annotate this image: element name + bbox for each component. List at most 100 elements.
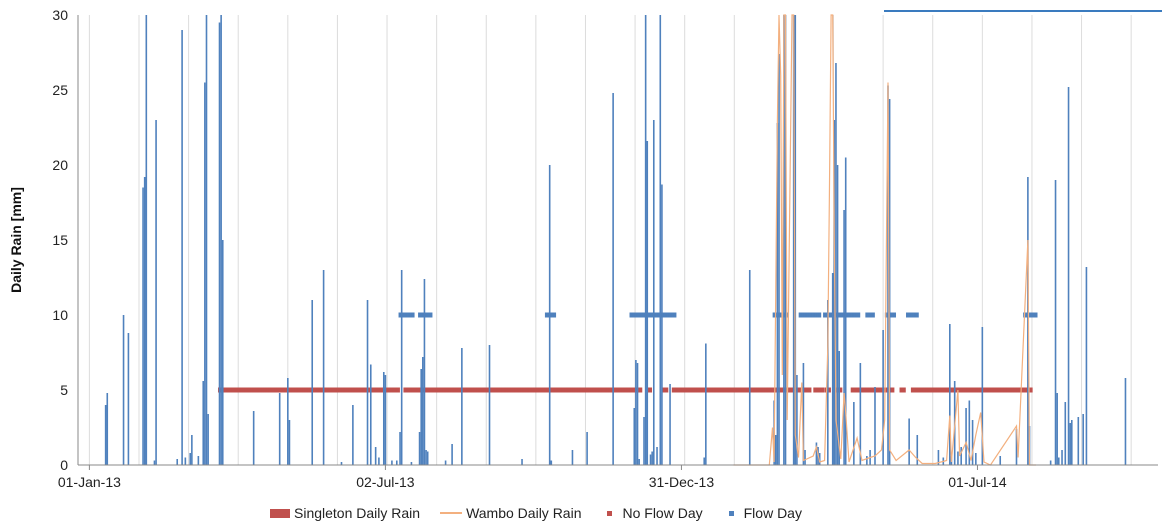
singleton-bar	[369, 364, 372, 465]
no-flow-dot	[535, 387, 539, 393]
no-flow-dot	[372, 387, 376, 393]
singleton-bar	[104, 405, 107, 465]
singleton-bar	[220, 15, 222, 465]
no-flow-dot	[1024, 387, 1028, 393]
singleton-bar	[635, 360, 637, 465]
flow-dot	[837, 312, 841, 318]
no-flow-dot	[492, 387, 496, 393]
flow-dot	[668, 312, 672, 318]
flow-dot	[409, 312, 413, 318]
singleton-bar	[887, 85, 889, 465]
flow-dot	[1032, 312, 1036, 318]
singleton-bar	[311, 300, 314, 465]
flow-dot	[649, 312, 653, 318]
wambo-series	[733, 14, 1036, 466]
no-flow-dot	[253, 387, 257, 393]
singleton-bar	[1069, 423, 1071, 465]
no-flow-dot	[621, 387, 625, 393]
no-flow-dot	[486, 387, 490, 393]
no-flow-dot	[393, 387, 397, 393]
no-flow-dot	[331, 387, 335, 393]
singleton-bar	[774, 435, 777, 465]
no-flow-dot	[335, 387, 339, 393]
no-flow-dot	[692, 387, 696, 393]
no-flow-dot	[697, 387, 701, 393]
no-flow-dot	[278, 387, 282, 393]
no-flow-dot	[570, 387, 574, 393]
flow-dot	[666, 312, 670, 318]
no-flow-dot	[514, 387, 518, 393]
no-flow-dot	[725, 387, 729, 393]
no-flow-dot	[788, 387, 792, 393]
no-flow-dot	[912, 387, 916, 393]
no-flow-dot	[491, 387, 495, 393]
no-flow-dot	[483, 387, 487, 393]
no-flow-dot	[515, 387, 519, 393]
no-flow-dot	[1005, 387, 1009, 393]
legend-label: No Flow Day	[622, 505, 703, 521]
no-flow-dot	[336, 387, 340, 393]
no-flow-dot	[919, 387, 923, 393]
no-flow-dot	[312, 387, 316, 393]
no-flow-dot	[357, 387, 361, 393]
no-flow-dot	[606, 387, 610, 393]
no-flow-dot	[406, 387, 410, 393]
no-flow-dot	[252, 387, 256, 393]
no-flow-dot	[362, 387, 366, 393]
no-flow-dot	[353, 387, 357, 393]
no-flow-dot	[629, 387, 633, 393]
singleton-bar	[1082, 414, 1084, 465]
singleton-bar	[1049, 460, 1052, 465]
legend-box-edge	[884, 0, 1162, 12]
no-flow-dot	[320, 387, 324, 393]
no-flow-dot	[979, 387, 983, 393]
no-flow-dot	[435, 387, 439, 393]
no-flow-dot	[302, 387, 306, 393]
no-flow-dot	[932, 387, 936, 393]
no-flow-dot	[705, 387, 709, 393]
no-flow-dot	[972, 387, 976, 393]
y-tick-label: 15	[52, 232, 68, 248]
no-flow-dot	[595, 387, 599, 393]
no-flow-dot	[390, 387, 394, 393]
no-flow-dot	[899, 387, 903, 393]
flow-dot	[421, 312, 425, 318]
no-flow-dot	[988, 387, 992, 393]
no-flow-dot	[305, 387, 309, 393]
no-flow-dot	[1008, 387, 1012, 393]
singleton-bar	[818, 453, 821, 465]
no-flow-dot	[453, 387, 457, 393]
no-flow-dot	[587, 387, 591, 393]
no-flow-dot	[774, 387, 778, 393]
flow-dot	[813, 312, 817, 318]
flow-dot	[1028, 312, 1032, 318]
no-flow-dot	[292, 387, 296, 393]
no-flow-dot	[527, 387, 531, 393]
no-flow-dot	[234, 387, 238, 393]
no-flow-dot	[457, 387, 461, 393]
no-flow-dot	[559, 387, 563, 393]
no-flow-dot	[354, 387, 358, 393]
no-flow-dot	[686, 387, 690, 393]
no-flow-dot	[741, 387, 745, 393]
no-flow-dot	[797, 387, 801, 393]
singleton-bar	[669, 384, 671, 465]
singleton-bar	[968, 400, 971, 465]
y-tick-label: 0	[60, 457, 68, 473]
no-flow-dot	[297, 387, 301, 393]
no-flow-dot	[434, 387, 438, 393]
no-flow-dot	[954, 387, 958, 393]
no-flow-dot	[579, 387, 583, 393]
no-flow-dot	[343, 387, 347, 393]
singleton-bar	[638, 459, 640, 465]
no-flow-dot	[684, 387, 688, 393]
no-flow-dot	[465, 387, 469, 393]
singleton-bar	[792, 15, 795, 465]
singleton-bar	[181, 30, 183, 465]
no-flow-dot	[958, 387, 962, 393]
no-flow-dot	[271, 387, 275, 393]
flow-dot	[631, 312, 635, 318]
no-flow-dot	[553, 387, 557, 393]
singleton-bar	[205, 15, 208, 465]
singleton-bar	[1057, 457, 1060, 465]
